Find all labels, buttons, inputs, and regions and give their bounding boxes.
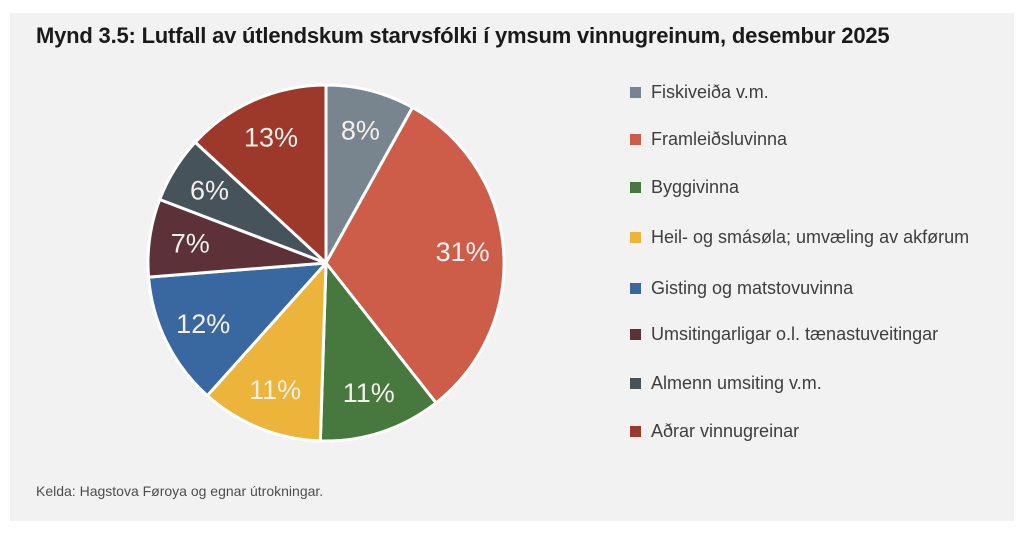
chart-title: Mynd 3.5: Lutfall av útlendskum starvsfó… (36, 23, 890, 48)
pie-slice-4 (205, 261, 328, 443)
legend-item: Almenn umsiting v.m. (630, 370, 973, 396)
chart-card: Mynd 3.5: Lutfall av útlendskum starvsfó… (10, 13, 1014, 521)
legend-label: Umsitingarligar o.l. tænastuveitingar (651, 324, 939, 344)
pie-slice-label: 13% (244, 122, 298, 152)
legend-item: Umsitingarligar o.l. tænastuveitingar (630, 321, 973, 347)
pie-slice-label: 11% (343, 378, 395, 408)
legend-label: Aðrar vinnugreinar (651, 421, 800, 441)
pie-slice-label: 6% (190, 176, 229, 206)
source-note: Kelda: Hagstova Føroya og egnar útroknin… (36, 483, 324, 499)
legend-label: Almenn umsiting v.m. (651, 373, 822, 393)
pie-slice-1 (324, 83, 415, 265)
legend-marker (630, 329, 641, 340)
legend-item: Aðrar vinnugreinar (630, 418, 973, 444)
legend-item: Byggivinna (630, 174, 973, 200)
pie-slice-2 (324, 105, 506, 405)
pie-slice-5 (147, 261, 328, 398)
legend-marker (630, 426, 641, 437)
legend-marker (630, 134, 641, 145)
legend-label: Byggivinna (651, 177, 740, 197)
legend: Fiskiveiða v.m. Framleiðsluvinna Byggivinn… (630, 79, 980, 479)
pie-slice-label: 12% (176, 309, 230, 339)
legend-item: Heil- og smásøla; umvæling av akførum (630, 224, 973, 250)
pie-slice-label: 8% (341, 115, 380, 145)
pie-slice-label: 7% (171, 229, 210, 259)
legend-marker (630, 283, 641, 294)
legend-item: Framleiðsluvinna (630, 126, 973, 152)
legend-item: Fiskiveiða v.m. (630, 79, 973, 105)
legend-marker (630, 378, 641, 389)
legend-marker (630, 182, 641, 193)
pie-slice-3 (318, 261, 438, 443)
pie-slice-8 (193, 83, 328, 265)
pie-slice-label: 11% (249, 375, 301, 405)
legend-label: Heil- og smásøla; umvæling av akførum (651, 227, 970, 247)
legend-label: Gisting og matstovuvinna (651, 278, 854, 298)
legend-marker (630, 232, 641, 243)
pie-chart: 8% 31% 11% 11% 12% 7% 6% 13% (146, 83, 506, 443)
pie-slice-label: 31% (436, 237, 490, 267)
legend-label: Fiskiveiða v.m. (651, 82, 769, 102)
legend-marker (630, 87, 641, 98)
legend-item: Gisting og matstovuvinna (630, 275, 973, 301)
legend-label: Framleiðsluvinna (651, 129, 788, 149)
